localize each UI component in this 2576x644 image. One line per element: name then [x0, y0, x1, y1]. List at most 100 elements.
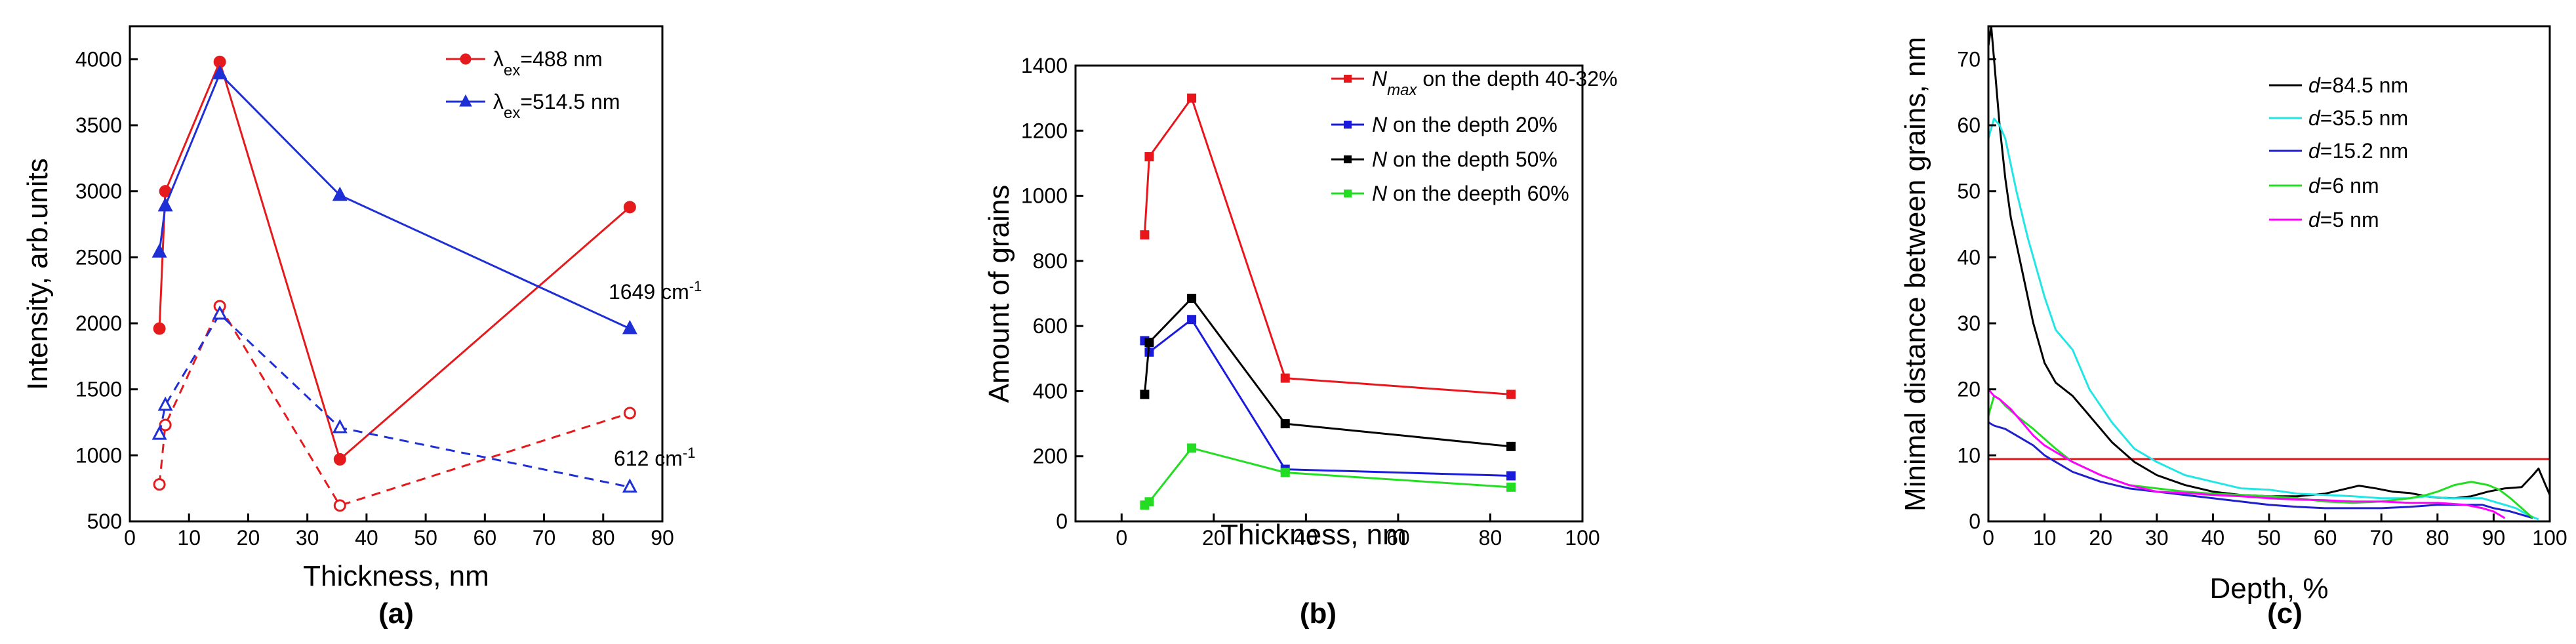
line-a-series-1	[158, 60, 631, 460]
point-a-series-4-3	[212, 305, 228, 320]
x-tick-label-c-100: 100	[2532, 526, 2567, 550]
line-b-series-4	[1144, 447, 1512, 506]
plot-frame-c	[1987, 25, 2551, 523]
legend-marker-514	[459, 94, 472, 107]
x-tick-label-b-100: 100	[1565, 526, 1600, 550]
point-a-series-2-5	[622, 319, 637, 334]
line-c-series-1	[1988, 26, 2550, 500]
series-a	[151, 55, 637, 512]
legend-label-514: λex=514.5 nm	[493, 90, 620, 122]
x-tick-label-a-40: 40	[355, 526, 378, 550]
line-c-series-2	[1988, 117, 2539, 521]
x-tick-label-b-40: 40	[1295, 526, 1318, 550]
y-tick-label-c-40: 40	[1957, 245, 1981, 269]
point-b-series-1-1	[1140, 230, 1150, 240]
y-axis-label-a: Intensity, arb.units	[22, 158, 54, 390]
legend-label-nmax: Nmax on the depth 40-32%	[1372, 67, 1617, 99]
series-c	[1988, 26, 2550, 521]
point-b-series-3-5	[1506, 441, 1516, 451]
x-tick-label-c-60: 60	[2314, 526, 2337, 550]
point-a-series-2-2	[157, 197, 173, 212]
x-tick-label-c-70: 70	[2369, 526, 2393, 550]
point-a-series-2-4	[332, 186, 348, 201]
point-b-series-4-5	[1506, 482, 1516, 492]
legend-marker-depth20	[1344, 121, 1352, 129]
ticks-c: 0 10 20 30 40 50 60 70 80 90 100 0 10 20 30 40 50 60 70	[1957, 47, 2567, 550]
line-c-series-3	[1988, 421, 2533, 519]
point-b-series-2-3	[1187, 315, 1197, 325]
legend-label-depth20: N on the depth 20%	[1372, 113, 1558, 136]
line-a-series-4	[158, 313, 630, 489]
legend-label-d6: d=6 nm	[2308, 174, 2379, 197]
x-tick-label-a-70: 70	[533, 526, 556, 550]
y-tick-label-a-3500: 3500	[75, 113, 122, 137]
legend-label-d15: d=15.2 nm	[2308, 139, 2408, 163]
x-tick-label-c-0: 0	[1982, 526, 1994, 550]
y-tick-label-b-0: 0	[1056, 510, 1068, 533]
x-tick-label-c-30: 30	[2145, 526, 2169, 550]
line-b-series-2	[1144, 318, 1512, 477]
x-tick-label-c-20: 20	[2089, 526, 2112, 550]
x-tick-label-a-30: 30	[296, 526, 319, 550]
legend-label-d84: d=84.5 nm	[2308, 73, 2408, 97]
point-b-series-4-2	[1144, 497, 1154, 507]
ticks-a: 0 10 20 30 40 50 60 70 80 90 500 1000 1500 2000 2500 30…	[75, 47, 674, 550]
legend-label-d5: d=5 nm	[2308, 208, 2379, 231]
point-a-series-3-1	[153, 478, 166, 491]
point-a-series-1-5	[623, 201, 636, 214]
y-tick-label-b-800: 800	[1033, 249, 1068, 273]
y-tick-label-b-1000: 1000	[1021, 184, 1068, 208]
y-tick-label-b-1400: 1400	[1021, 54, 1068, 77]
caption-c: (c)	[2267, 597, 2303, 630]
x-tick-label-b-80: 80	[1479, 526, 1502, 550]
x-tick-label-a-0: 0	[124, 526, 136, 550]
x-axis-label-a: Thickness, nm	[303, 560, 489, 592]
y-tick-label-a-2500: 2500	[75, 245, 122, 269]
y-tick-label-a-500: 500	[87, 510, 122, 533]
y-axis-label-b: Amount of grains	[983, 185, 1015, 403]
x-tick-label-a-20: 20	[237, 526, 260, 550]
plot-frame-a	[129, 25, 664, 523]
point-a-series-2-1	[151, 243, 167, 258]
legend-label-488: λex=488 nm	[493, 47, 603, 79]
caption-b: (b)	[1300, 597, 1337, 630]
y-tick-label-c-70: 70	[1957, 47, 1981, 71]
legend-marker-depth60	[1344, 190, 1352, 197]
point-b-series-1-4	[1280, 373, 1290, 383]
y-tick-label-c-20: 20	[1957, 378, 1981, 401]
point-a-series-4-4	[332, 418, 348, 433]
point-a-series-4-5	[622, 478, 637, 493]
y-tick-label-a-2000: 2000	[75, 312, 122, 335]
y-tick-label-a-3000: 3000	[75, 180, 122, 203]
point-b-series-3-1	[1140, 390, 1150, 399]
y-tick-label-a-4000: 4000	[75, 47, 122, 71]
legend-label-depth60: N on the deepth 60%	[1372, 182, 1569, 205]
y-tick-label-b-200: 200	[1033, 445, 1068, 468]
line-a-series-3	[158, 305, 630, 507]
line-b-series-1	[1143, 97, 1512, 395]
annotation-612: 612 cm-1	[614, 445, 696, 471]
legend-label-d35: d=35.5 nm	[2308, 106, 2408, 130]
series-b	[1140, 93, 1516, 510]
y-tick-label-c-50: 50	[1957, 180, 1981, 203]
x-tick-label-a-10: 10	[177, 526, 201, 550]
annotation-1649: 1649 cm-1	[609, 278, 702, 304]
y-tick-label-c-30: 30	[1957, 312, 1981, 335]
x-tick-label-a-90: 90	[651, 526, 674, 550]
x-tick-label-c-80: 80	[2426, 526, 2449, 550]
x-axis-label-c: Depth, %	[2210, 573, 2329, 605]
x-tick-label-b-20: 20	[1202, 526, 1226, 550]
point-b-series-1-3	[1187, 93, 1197, 103]
legend-marker-488	[460, 53, 472, 65]
x-tick-label-c-10: 10	[2033, 526, 2057, 550]
point-a-series-1-1	[153, 322, 166, 335]
legend-b: Nmax on the depth 40-32% N on the depth …	[1331, 67, 1617, 205]
legend-label-depth50: N on the depth 50%	[1372, 148, 1558, 171]
x-axis-label-b: Thickness, nm	[1220, 519, 1407, 551]
x-tick-label-a-50: 50	[414, 526, 437, 550]
point-b-series-1-2	[1144, 152, 1154, 161]
point-b-series-3-3	[1187, 293, 1197, 303]
y-tick-label-b-600: 600	[1033, 314, 1068, 338]
